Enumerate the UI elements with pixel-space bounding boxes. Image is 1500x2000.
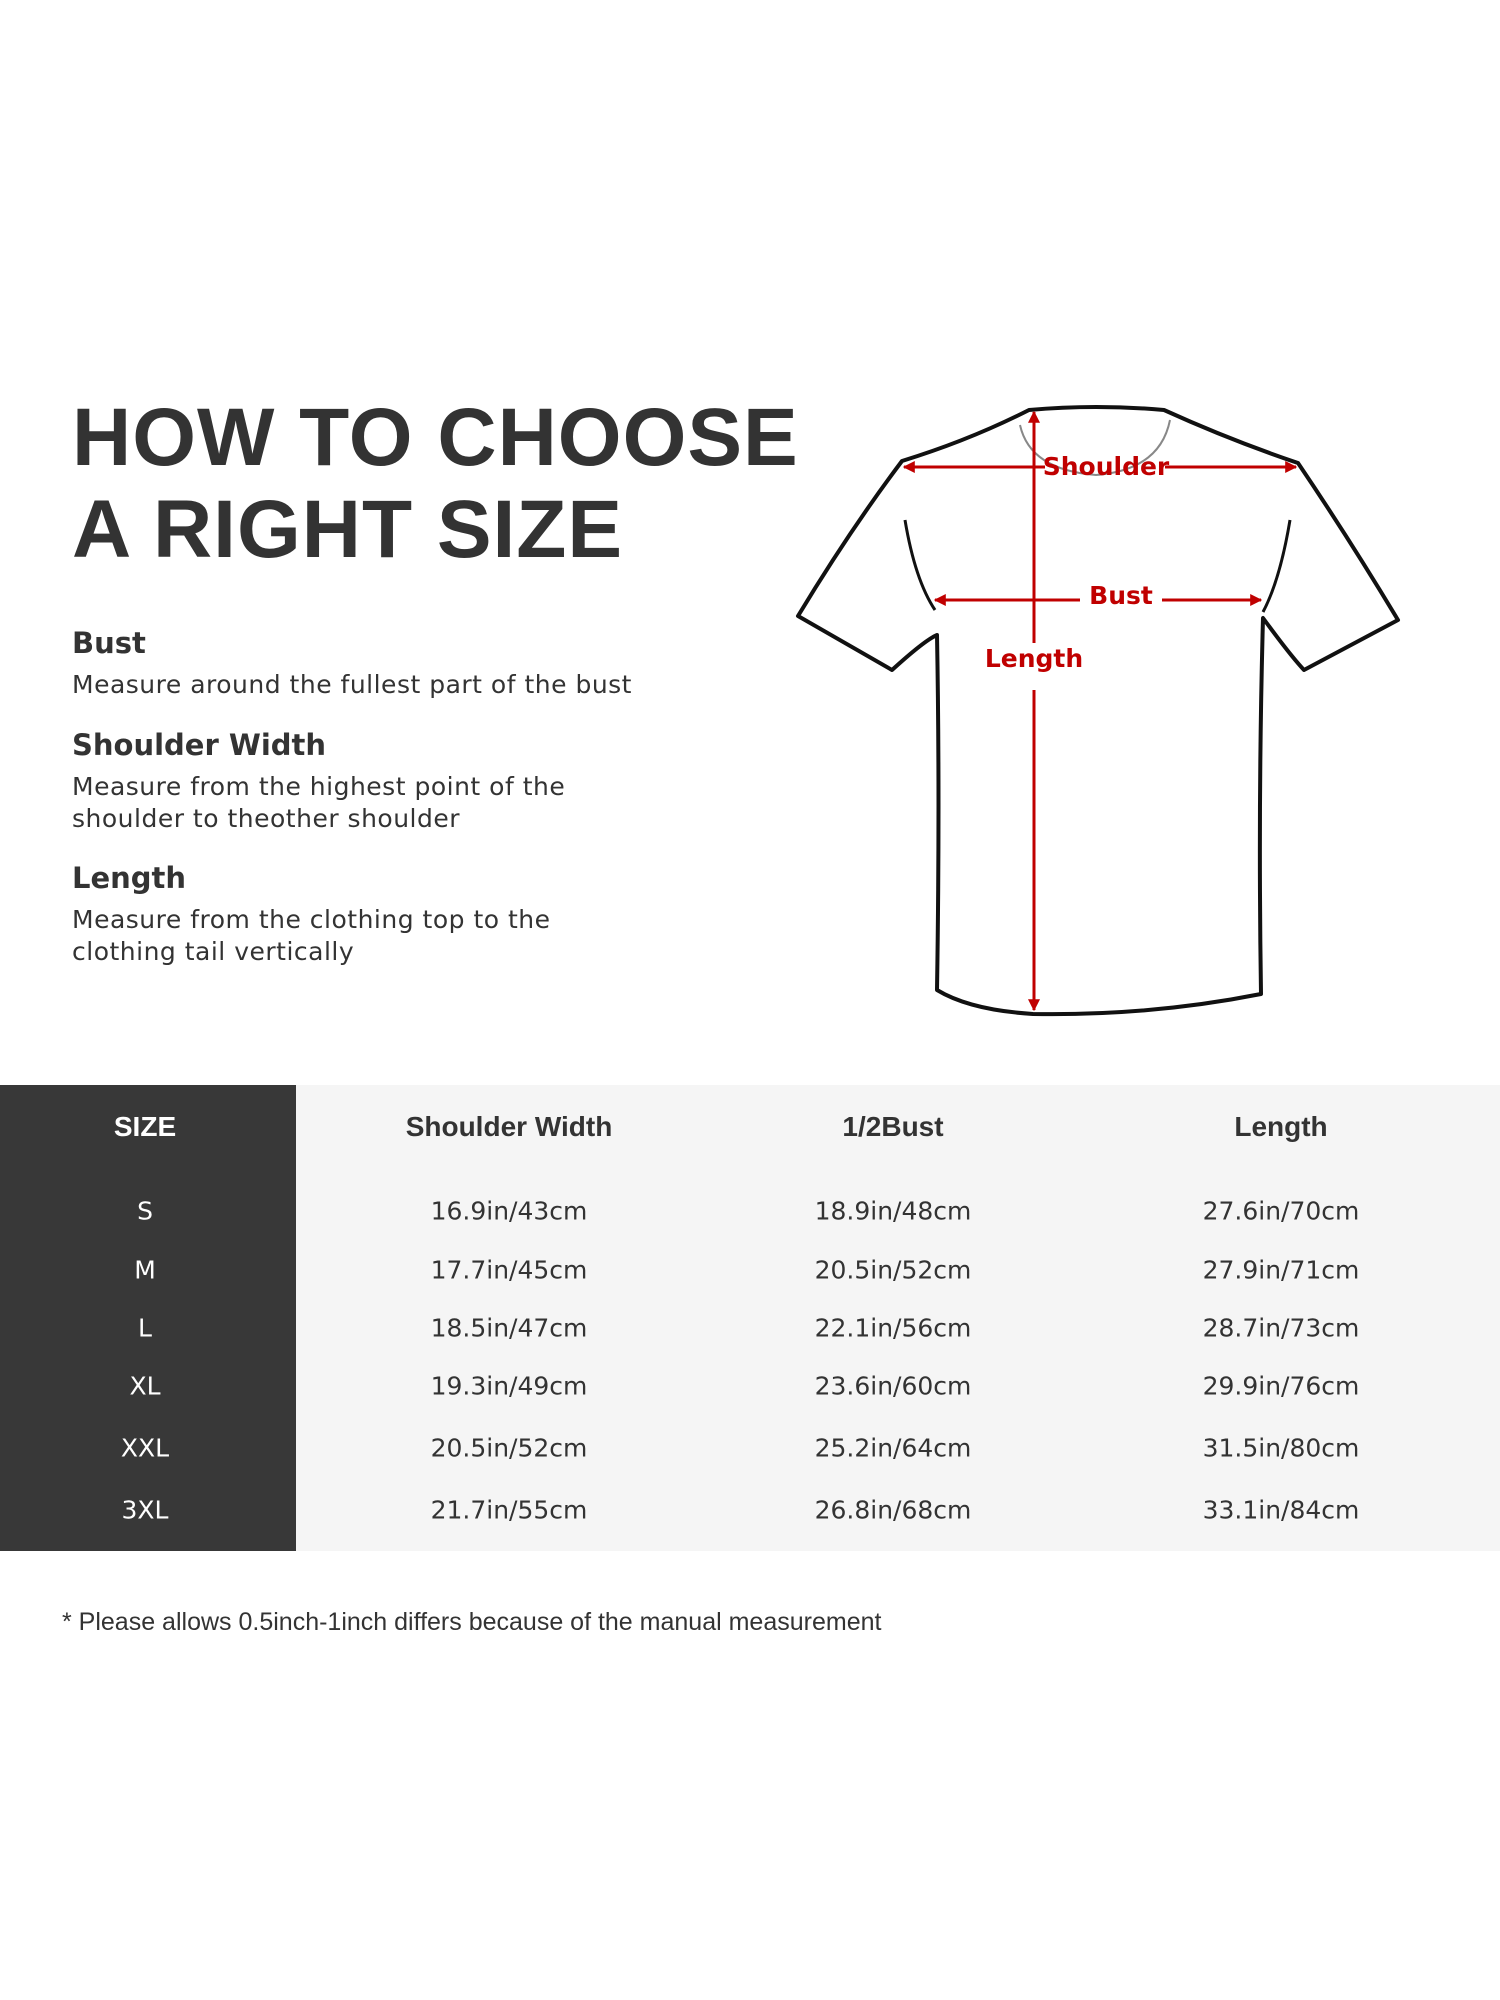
shoulder-label: Shoulder	[1043, 452, 1170, 481]
description-line: Measure from the highest point of the	[72, 772, 566, 801]
table-cell: 19.3in/49cm	[430, 1371, 588, 1401]
table-cell: 27.9in/71cm	[1202, 1255, 1360, 1285]
tshirt-outline	[796, 405, 1400, 1017]
table-cell: 20.5in/52cm	[814, 1255, 972, 1285]
table-cell: 29.9in/76cm	[1202, 1371, 1360, 1401]
column-header: SIZE	[113, 1111, 177, 1142]
size-label: S	[137, 1196, 153, 1226]
title-line-2: A RIGHT SIZE	[72, 484, 624, 575]
table-cell: 18.5in/47cm	[430, 1313, 588, 1343]
title-line-1: HOW TO CHOOSE	[72, 392, 799, 483]
bust-heading: Bust	[72, 626, 146, 660]
shoulder-heading: Shoulder Width	[72, 728, 327, 762]
size-table: SIZE Shoulder Width 1/2Bust Length S 16.9in/4…	[0, 1085, 1500, 1551]
footnote: * Please allows 0.5inch-1inch differs be…	[62, 1608, 882, 1636]
table-cell: 27.6in/70cm	[1202, 1196, 1360, 1226]
shoulder-description: Measure from the highest point of the sho…	[72, 771, 565, 835]
description-line: Measure around the fullest part of the b…	[72, 670, 632, 699]
size-label: L	[138, 1313, 152, 1343]
tshirt-diagram: Shoulder Bust Length	[796, 405, 1400, 1017]
length-heading: Length	[72, 861, 187, 895]
description-line: Measure from the clothing top to the	[72, 905, 551, 934]
size-label: XXL	[120, 1433, 170, 1463]
length-description: Measure from the clothing top to the clot…	[72, 904, 551, 968]
description-line: shoulder to theother shoulder	[72, 804, 461, 833]
column-header: Length	[1234, 1111, 1328, 1142]
size-label: 3XL	[121, 1495, 169, 1525]
measurement-arrows	[902, 410, 1298, 1012]
size-label: M	[134, 1255, 156, 1285]
column-header: Shoulder Width	[405, 1111, 613, 1142]
table-cell: 25.2in/64cm	[814, 1433, 972, 1463]
table-cell: 20.5in/52cm	[430, 1433, 588, 1463]
table-cell: 31.5in/80cm	[1202, 1433, 1360, 1463]
table-cell: 22.1in/56cm	[814, 1313, 972, 1343]
length-label: Length	[985, 644, 1083, 673]
size-label: XL	[129, 1371, 161, 1401]
bust-description: Measure around the fullest part of the b…	[72, 669, 632, 701]
size-column	[0, 1085, 296, 1551]
table-cell: 21.7in/55cm	[430, 1495, 588, 1525]
table-cell: 23.6in/60cm	[814, 1371, 972, 1401]
column-header: 1/2Bust	[842, 1111, 944, 1142]
table-cell: 26.8in/68cm	[814, 1495, 972, 1525]
table-cell: 16.9in/43cm	[430, 1196, 588, 1226]
description-line: clothing tail vertically	[72, 937, 355, 966]
table-cell: 33.1in/84cm	[1202, 1495, 1360, 1525]
bust-label: Bust	[1089, 581, 1153, 610]
page-title: HOW TO CHOOSE A RIGHT SIZE	[72, 392, 799, 576]
table-cell: 18.9in/48cm	[814, 1196, 972, 1226]
table-cell: 17.7in/45cm	[430, 1255, 588, 1285]
table-cell: 28.7in/73cm	[1202, 1313, 1360, 1343]
